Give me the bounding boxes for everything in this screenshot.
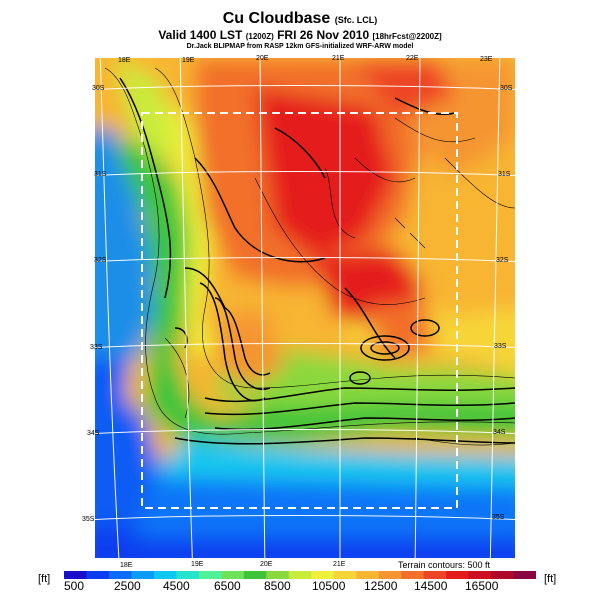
colorbar-swatch (153, 571, 177, 579)
lat-label-right: 34S (493, 429, 506, 436)
colorbar-label: 4500 (163, 579, 190, 593)
graticule (95, 58, 515, 558)
colorbar-swatch (311, 571, 335, 579)
colorbar-swatch (468, 571, 492, 579)
colorbar-unit-left: [ft] (38, 573, 51, 585)
valid-time: Valid 1400 LST (1200Z) FRI 26 Nov 2010 [… (158, 28, 442, 42)
colorbar-label: 14500 (414, 579, 448, 593)
colorbar-swatch (356, 571, 380, 579)
colorbar-swatch (221, 571, 245, 579)
lat-label-right: 35S (492, 514, 505, 521)
colorbar-label: 8500 (264, 579, 291, 593)
lat-label-right: 33S (494, 343, 507, 350)
colorbar-swatch (401, 571, 425, 579)
colorbar-swatch (333, 571, 357, 579)
lon-label-bottom: 18E (120, 562, 133, 569)
lat-label-left: 30S (92, 85, 105, 92)
lon-label-top: 21E (332, 55, 345, 62)
colorbar-swatch (266, 571, 290, 579)
colorbar-swatch (243, 571, 267, 579)
cloudbase-contours (119, 77, 515, 445)
colorbar-label: 10500 (312, 579, 346, 593)
colorbar-swatch (131, 571, 155, 579)
colorbar-swatch (378, 571, 402, 579)
colorbar-swatch (513, 571, 536, 579)
inner-domain-boundary (141, 112, 458, 509)
lon-label-top: 22E (406, 55, 419, 62)
colorbar-label: 16500 (465, 579, 499, 593)
lon-label-top: 18E (118, 57, 131, 64)
colorbar-swatch (64, 571, 87, 579)
colorbar-swatch (491, 571, 515, 579)
terrain-contour-note: Terrain contours: 500 ft (398, 560, 491, 570)
lon-label-bottom: 19E (191, 561, 204, 568)
lon-label-bottom: 21E (333, 561, 346, 568)
colorbar-swatch (176, 571, 200, 579)
colorbar-swatch (108, 571, 132, 579)
colorbar-swatch (198, 571, 222, 579)
lon-label-bottom: 20E (260, 561, 273, 568)
colorbar (64, 571, 536, 579)
lat-label-right: 31S (498, 171, 511, 178)
lat-label-left: 33S (90, 344, 103, 351)
color-field (95, 58, 515, 558)
colorbar-label: 500 (64, 579, 85, 593)
colorbar-swatch (446, 571, 470, 579)
colorbar-unit-right: [ft] (544, 573, 557, 585)
terrain-contours (104, 67, 515, 446)
colorbar-label: 12500 (364, 579, 398, 593)
colorbar-label: 6500 (214, 579, 241, 593)
lat-label-left: 35S (82, 516, 95, 523)
colorbar-swatch (288, 571, 312, 579)
lat-label-left: 34S (87, 430, 100, 437)
lat-label-left: 31S (94, 171, 107, 178)
lat-label-right: 30S (500, 85, 513, 92)
colorbar-swatch (86, 571, 110, 579)
colorbar-swatch (423, 571, 447, 579)
cloudbase-map (95, 58, 515, 558)
chart-title: Cu Cloudbase (Sfc. LCL) (222, 10, 378, 27)
lat-label-left: 32S (94, 257, 107, 264)
lon-label-top: 20E (256, 55, 269, 62)
lat-label-right: 32S (496, 257, 509, 264)
colorbar-label: 2500 (114, 579, 141, 593)
lon-label-top: 23E (480, 56, 493, 63)
lon-label-top: 19E (182, 57, 195, 64)
model-credit: Dr.Jack BLIPMAP from RASP 12km GFS-initi… (186, 43, 414, 50)
